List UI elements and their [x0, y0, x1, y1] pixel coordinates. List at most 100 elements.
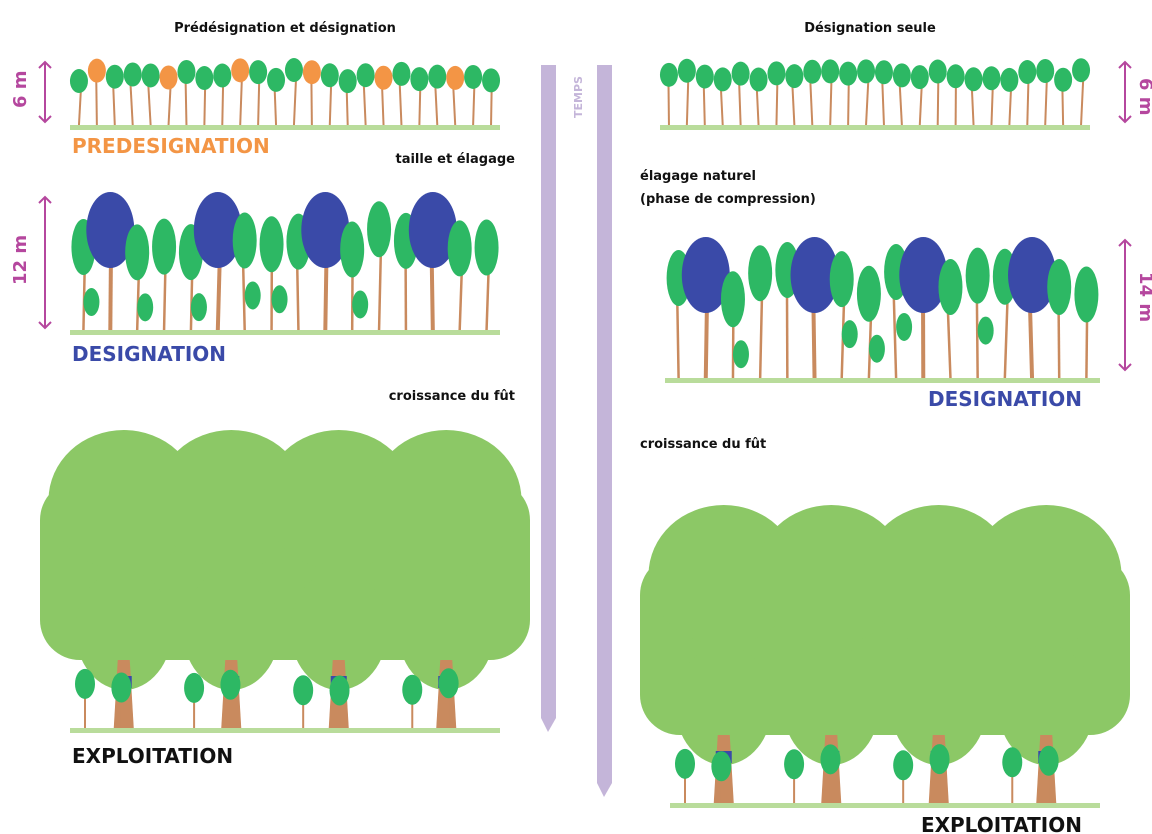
canopy	[830, 251, 854, 307]
canopy	[696, 65, 714, 89]
canopy	[748, 245, 772, 301]
height-label: 12 m	[10, 235, 31, 285]
canopy	[965, 67, 983, 91]
canopy	[245, 281, 261, 309]
canopy	[1074, 266, 1098, 322]
canopy	[260, 216, 284, 272]
ground	[665, 378, 1100, 383]
canopy	[820, 744, 840, 774]
canopy	[978, 317, 994, 345]
canopy	[1018, 60, 1036, 84]
canopy	[213, 64, 231, 88]
canopy	[83, 288, 99, 316]
height-label: 14 m	[1135, 272, 1152, 322]
canopy	[142, 63, 160, 87]
canopy	[767, 61, 785, 85]
ground	[70, 330, 500, 335]
canopy	[660, 63, 678, 87]
canopy	[869, 335, 885, 363]
height-label: 6 m	[1135, 78, 1152, 116]
canopy	[375, 66, 393, 90]
page: TEMPS 6 m 12 m 6 m 14 m Prédésignation e…	[0, 0, 1152, 834]
canopy	[930, 744, 950, 774]
canopy	[947, 64, 965, 88]
canopy	[938, 259, 962, 315]
canopy	[1072, 58, 1090, 82]
canopy	[446, 66, 464, 90]
canopy	[842, 320, 858, 348]
time-arrow	[597, 65, 612, 797]
canopy	[893, 63, 911, 87]
big-canopy	[371, 430, 522, 570]
canopy	[272, 285, 288, 313]
canopy	[1000, 68, 1018, 92]
canopy	[191, 293, 207, 321]
canopy	[220, 670, 240, 700]
canopy	[1039, 746, 1059, 776]
canopy	[448, 220, 472, 276]
ground	[670, 803, 1100, 808]
canopy	[475, 220, 499, 276]
step-label: croissance du fût	[389, 389, 515, 404]
canopy	[678, 59, 696, 83]
forest-layer	[40, 58, 1130, 808]
canopy	[875, 60, 893, 84]
canopy	[285, 58, 303, 82]
canopy	[402, 675, 422, 705]
canopy	[911, 65, 929, 89]
canopy	[177, 60, 195, 84]
canopy	[464, 65, 482, 89]
timeline-label: TEMPS	[572, 76, 585, 118]
canopy	[195, 66, 213, 90]
diagram: TEMPS 6 m 12 m 6 m 14 m Prédésignation e…	[0, 0, 1152, 834]
canopy	[1047, 259, 1071, 315]
canopy	[352, 290, 368, 318]
ground	[70, 728, 500, 733]
canopy	[428, 65, 446, 89]
canopy	[106, 65, 124, 89]
canopy	[1036, 59, 1054, 83]
canopy	[714, 67, 732, 91]
canopy	[249, 60, 267, 84]
canopy	[293, 675, 313, 705]
ground	[660, 125, 1090, 130]
step-label: (phase de compression)	[640, 192, 816, 207]
panel-title: Désignation seule	[804, 21, 936, 36]
stage-label: PREDESIGNATION	[72, 134, 270, 158]
step-label: élagage naturel	[640, 169, 756, 184]
canopy	[929, 60, 947, 84]
ground	[70, 125, 500, 130]
canopy	[482, 68, 500, 92]
canopy	[410, 67, 428, 91]
big-canopy	[971, 505, 1122, 645]
canopy	[321, 63, 339, 87]
panel-title: Prédésignation et désignation	[174, 21, 396, 36]
canopy	[1002, 747, 1022, 777]
canopy	[750, 68, 768, 92]
height-label: 6 m	[10, 70, 31, 108]
canopy	[70, 69, 88, 93]
canopy	[721, 271, 745, 327]
canopy	[839, 62, 857, 86]
canopy	[392, 62, 410, 86]
time-arrow	[541, 65, 556, 732]
canopy	[231, 58, 249, 82]
canopy	[124, 62, 142, 86]
canopy	[784, 749, 804, 779]
canopy	[732, 62, 750, 86]
stage-label: DESIGNATION	[72, 342, 226, 366]
canopy	[125, 224, 149, 280]
canopy	[896, 313, 912, 341]
canopy	[857, 59, 875, 83]
canopy	[821, 59, 839, 83]
canopy	[857, 266, 881, 322]
canopy	[330, 675, 350, 705]
stage-label: EXPLOITATION	[72, 744, 233, 768]
canopy	[803, 60, 821, 84]
canopy	[982, 66, 1000, 90]
canopy	[184, 673, 204, 703]
canopy	[75, 669, 95, 699]
stage-label: DESIGNATION	[928, 387, 1082, 411]
canopy	[160, 66, 178, 90]
canopy	[152, 219, 176, 275]
